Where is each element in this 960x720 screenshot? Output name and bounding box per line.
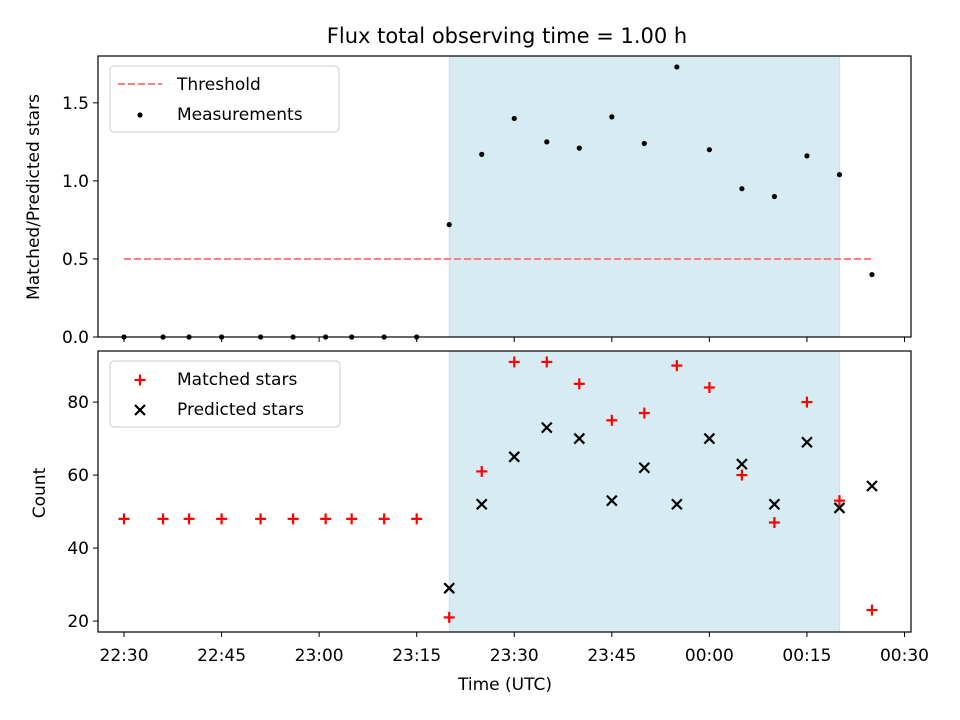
top-y-tick-label: 1.0 (62, 172, 89, 192)
top-y-tick-label: 0.0 (62, 328, 89, 348)
matched-stars-point (768, 517, 780, 529)
bottom-legend-box (109, 360, 341, 428)
bottom-observing-window-region (448, 350, 840, 633)
matched-stars-point (671, 360, 683, 372)
predicted-stars-point (540, 421, 553, 434)
top-observing-window-region (448, 55, 840, 338)
top-legend: Threshold Measurements (109, 65, 340, 133)
matched-stars-point (183, 513, 195, 525)
measurement-point (836, 172, 843, 178)
measurement-point (511, 115, 517, 122)
matched-stars-point (801, 396, 813, 408)
x-tick-label: 22:45 (197, 646, 246, 666)
x-tick-label: 23:30 (490, 646, 539, 666)
x-tick-label: 00:00 (685, 646, 734, 666)
predicted-stars-point (573, 432, 586, 445)
measurement-point (609, 114, 615, 120)
bottom-y-tick-label: 20 (67, 612, 89, 632)
predicted-stars-point (703, 432, 716, 445)
matched-stars-point (866, 604, 878, 616)
matched-stars-point (118, 513, 130, 525)
measurement-point (446, 222, 452, 228)
measurement-point (674, 64, 680, 70)
legend-matched-swatch (134, 374, 146, 386)
bottom-y-tick-label: 60 (67, 466, 89, 486)
measurement-point (804, 153, 810, 159)
matched-stars-point (606, 414, 618, 426)
matched-stars-point (255, 513, 267, 525)
predicted-stars-point (736, 458, 748, 470)
bottom-y-tick-label: 80 (67, 393, 89, 413)
predicted-stars-point (833, 502, 846, 514)
legend-matched-label: Matched stars (177, 370, 297, 390)
x-tick-label: 23:00 (295, 646, 344, 666)
matched-stars-point (346, 513, 358, 525)
chart-title: Flux total observing time = 1.00 h (327, 24, 687, 48)
predicted-stars-point (606, 494, 618, 507)
x-tick-label: 00:30 (880, 646, 929, 666)
bottom-panel: 20 40 60 80 22:30 22:45 23:00 23:15 23:30 23:45 0… (30, 350, 929, 695)
top-axes-frame (97, 55, 912, 338)
predicted-stars-point (475, 498, 488, 511)
matched-stars-point (157, 513, 169, 525)
matched-stars-point (378, 513, 390, 525)
matched-stars-point (411, 513, 423, 525)
measurement-point (771, 193, 778, 200)
predicted-stars-point (671, 498, 683, 511)
top-y-tick-label: 1.5 (62, 94, 89, 114)
top-y-tick-label: 0.5 (62, 250, 89, 270)
x-tick-label: 00:15 (782, 646, 831, 666)
top-panel: 0.0 0.5 1.0 1.5 Matched/Predicted stars Thr… (24, 55, 912, 348)
x-tick-label: 23:15 (392, 646, 441, 666)
matched-stars-point (541, 356, 553, 368)
matched-stars-point (833, 495, 845, 507)
x-tick-label: 22:30 (100, 646, 149, 666)
matched-stars-point (320, 513, 332, 525)
predicted-stars-point (443, 582, 455, 594)
legend-predicted-swatch (134, 404, 146, 416)
measurement-point (739, 186, 745, 192)
predicted-stars-point (801, 436, 813, 449)
matched-stars-point (287, 513, 299, 525)
predicted-stars-point (866, 480, 878, 492)
matched-stars-point (573, 378, 585, 390)
measurement-point (706, 147, 712, 153)
legend-measurements-label: Measurements (177, 105, 303, 125)
predicted-stars-point (768, 498, 781, 511)
top-y-axis-label: Matched/Predicted stars (24, 94, 44, 300)
matched-stars-point (476, 465, 488, 477)
measurement-point (544, 139, 550, 145)
x-axis-label: Time (UTC) (457, 675, 552, 695)
measurement-point (479, 151, 485, 157)
bottom-y-tick-label: 40 (67, 539, 89, 559)
x-tick-label: 23:45 (587, 646, 636, 666)
legend-threshold-label: Threshold (176, 75, 261, 95)
legend-predicted-label: Predicted stars (177, 400, 304, 420)
matched-stars-point (508, 356, 520, 368)
bottom-y-axis-label: Count (30, 467, 50, 518)
legend-measurements-swatch (137, 112, 143, 118)
predicted-stars-point (638, 462, 651, 474)
bottom-axes-frame (97, 350, 912, 633)
matched-stars-point (736, 469, 748, 481)
bottom-legend: Matched stars Predicted stars (109, 360, 341, 428)
measurement-point (869, 271, 875, 278)
predicted-stars-point (508, 451, 521, 463)
matched-stars-point (216, 513, 228, 525)
matched-stars-point (638, 407, 650, 419)
measurement-point (576, 145, 582, 151)
matched-stars-point (443, 611, 455, 623)
top-legend-box (109, 65, 340, 133)
measurement-point (641, 140, 647, 147)
matched-stars-point (703, 381, 715, 393)
